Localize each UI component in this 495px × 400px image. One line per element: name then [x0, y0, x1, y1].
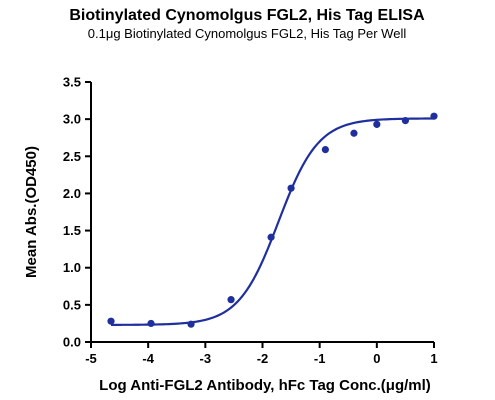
data-point [373, 120, 381, 128]
data-point [187, 320, 195, 328]
data-point [321, 146, 329, 154]
data-point [227, 296, 235, 304]
fit-curve [111, 117, 435, 326]
chart-subtitle: 0.1μg Biotinylated Cynomolgus FGL2, His … [88, 26, 407, 41]
y-tick-label: 0.0 [63, 335, 81, 350]
data-point [401, 117, 410, 125]
x-tick-label: 1 [430, 351, 437, 366]
y-tick-label: 2.5 [63, 149, 81, 164]
data-point [350, 129, 358, 137]
fit-curve-group [111, 117, 435, 326]
x-tick-label: -5 [85, 351, 97, 366]
x-tick-label: -1 [314, 351, 326, 366]
data-point [267, 233, 275, 241]
data-point [287, 184, 295, 192]
y-tick-label: 0.5 [63, 297, 81, 312]
x-tick-label: 0 [373, 351, 380, 366]
y-tick-label: 3.0 [63, 112, 81, 127]
y-tick-label: 1.5 [63, 223, 81, 238]
y-tick-label: 1.0 [63, 260, 81, 275]
x-tick-label: -2 [257, 351, 269, 366]
data-point [430, 112, 438, 120]
axis-ticks: 0.0 0.5 1.0 1.5 2.0 2.5 3.0 3.5 -5 -4 -3 -2 -1 0 1 [63, 75, 438, 367]
x-tick-label: -3 [200, 351, 212, 366]
data-point [147, 319, 155, 328]
axes [90, 82, 434, 343]
y-axis-label: Mean Abs.(OD450) [23, 146, 40, 278]
y-tick-label: 2.0 [63, 186, 81, 201]
y-tick-label: 3.5 [63, 75, 81, 90]
chart-title: Biotinylated Cynomolgus FGL2, His Tag EL… [69, 7, 425, 24]
data-point [107, 317, 115, 325]
data-points [107, 112, 438, 328]
x-axis-label: Log Anti-FGL2 Antibody, hFc Tag Conc.(μg… [99, 377, 431, 394]
x-tick-label: -4 [142, 351, 154, 366]
